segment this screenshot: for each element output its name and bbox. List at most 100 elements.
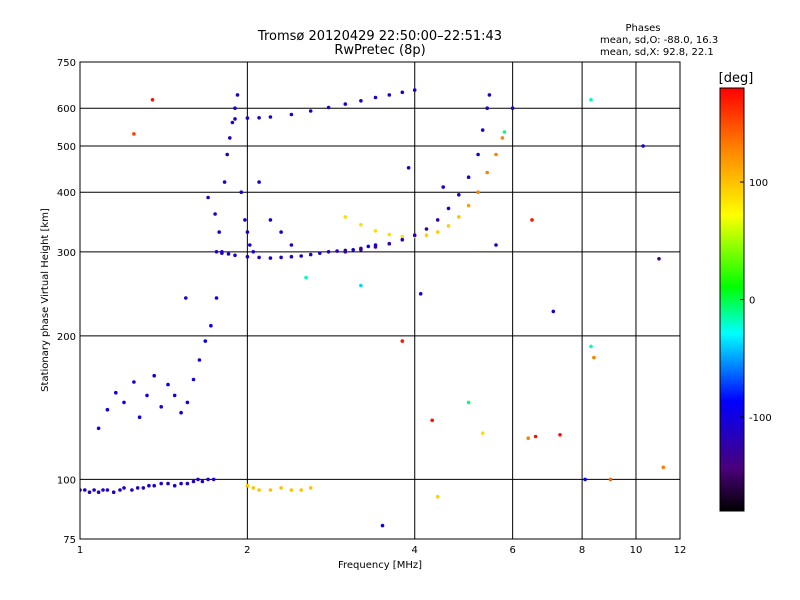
data-point-132 — [132, 132, 136, 136]
data-point-101 — [435, 230, 440, 234]
y-tick-label-7: 750 — [57, 58, 76, 69]
data-point-79 — [279, 230, 283, 234]
data-point-124 — [245, 483, 250, 488]
x-tick-label-0: 1 — [77, 545, 83, 556]
data-point-33 — [159, 405, 163, 409]
data-point-72 — [239, 190, 244, 194]
data-point-160 — [657, 257, 661, 261]
data-point-105 — [476, 190, 480, 194]
data-point-10 — [130, 488, 134, 492]
data-point-19 — [185, 481, 190, 486]
data-point-143 — [441, 185, 446, 189]
colorbar-tick-label-0: 100 — [749, 178, 768, 189]
data-point-146 — [494, 243, 498, 247]
data-point-46 — [233, 253, 237, 258]
data-point-117 — [446, 206, 451, 211]
data-point-152 — [551, 309, 556, 314]
data-point-133 — [150, 98, 155, 102]
data-point-56 — [335, 249, 339, 253]
data-point-106 — [485, 170, 490, 175]
data-point-4 — [96, 490, 101, 495]
data-point-147 — [502, 130, 507, 134]
colorbar-ticks: 100 0 -100 — [740, 178, 772, 424]
data-point-144 — [466, 400, 471, 405]
data-point-115 — [424, 227, 429, 231]
data-point-155 — [589, 98, 593, 102]
phase-stats: Phases mean, sd,O: -88.0, 16.3 mean, sd,… — [600, 23, 718, 58]
data-point-156 — [589, 344, 593, 349]
y-tick-label-4: 400 — [57, 188, 76, 199]
data-point-41 — [209, 323, 213, 328]
data-point-103 — [457, 215, 461, 219]
y-tick-label-6: 600 — [57, 104, 76, 115]
x-tick-label-4: 8 — [579, 545, 585, 556]
data-point-76 — [251, 250, 256, 254]
y-tick-label-5: 500 — [57, 142, 76, 153]
data-point-48 — [257, 255, 261, 260]
data-point-128 — [279, 486, 283, 490]
data-point-92 — [400, 90, 405, 95]
data-point-85 — [289, 112, 294, 117]
data-point-43 — [214, 250, 219, 254]
data-point-135 — [304, 275, 308, 280]
grid-lines — [80, 62, 680, 539]
data-point-13 — [147, 483, 151, 488]
data-point-87 — [326, 105, 331, 110]
data-point-151 — [533, 434, 538, 439]
data-point-113 — [400, 237, 405, 242]
data-point-38 — [191, 377, 196, 382]
data-point-110 — [359, 248, 363, 252]
data-point-123 — [487, 93, 492, 97]
data-point-53 — [308, 252, 313, 257]
data-point-120 — [476, 152, 480, 157]
data-point-36 — [179, 410, 183, 415]
data-point-37 — [185, 400, 190, 405]
phase-stats-line-x: mean, sd,X: 92.8, 22.1 — [600, 47, 714, 58]
data-point-30 — [137, 415, 142, 420]
data-point-78 — [268, 218, 273, 222]
data-point-112 — [387, 241, 392, 246]
data-point-3 — [92, 488, 96, 492]
x-tick-label-2: 4 — [412, 545, 418, 556]
data-point-1 — [83, 488, 87, 492]
data-point-149 — [526, 436, 530, 441]
data-point-82 — [245, 116, 250, 120]
y-tick-label-2: 200 — [57, 332, 76, 343]
data-point-29 — [132, 380, 136, 384]
data-point-86 — [308, 109, 313, 113]
data-point-71 — [235, 93, 240, 97]
data-point-21 — [196, 477, 200, 482]
data-point-31 — [145, 393, 149, 398]
colorbar-tick-label-1: 0 — [749, 296, 755, 307]
plot-frame — [79, 61, 681, 540]
data-point-159 — [641, 144, 645, 148]
data-point-15 — [159, 481, 163, 486]
data-point-65 — [220, 250, 224, 254]
data-point-39 — [197, 358, 202, 362]
data-point-137 — [380, 523, 385, 528]
data-point-62 — [206, 195, 210, 200]
data-point-94 — [343, 215, 348, 219]
data-point-129 — [289, 488, 294, 492]
data-point-60 — [366, 244, 371, 249]
data-point-50 — [279, 255, 283, 260]
data-point-145 — [480, 431, 485, 436]
data-point-11 — [135, 486, 140, 490]
data-point-83 — [257, 116, 261, 120]
x-tick-label-6: 12 — [674, 545, 687, 556]
data-point-118 — [457, 193, 461, 197]
data-point-22 — [200, 479, 205, 484]
data-point-158 — [608, 477, 613, 482]
data-point-27 — [114, 390, 118, 395]
data-point-104 — [466, 203, 471, 208]
data-point-80 — [289, 243, 294, 247]
data-point-91 — [387, 93, 392, 97]
colorbar-tick-label-2: -100 — [749, 413, 772, 424]
data-point-74 — [245, 230, 250, 234]
data-point-88 — [343, 102, 348, 106]
x-tick-label-5: 10 — [630, 545, 643, 556]
phase-stats-line-o: mean, sd,O: -88.0, 16.3 — [600, 35, 718, 46]
data-point-52 — [299, 254, 304, 258]
data-point-111 — [373, 245, 378, 249]
data-point-32 — [152, 373, 156, 378]
